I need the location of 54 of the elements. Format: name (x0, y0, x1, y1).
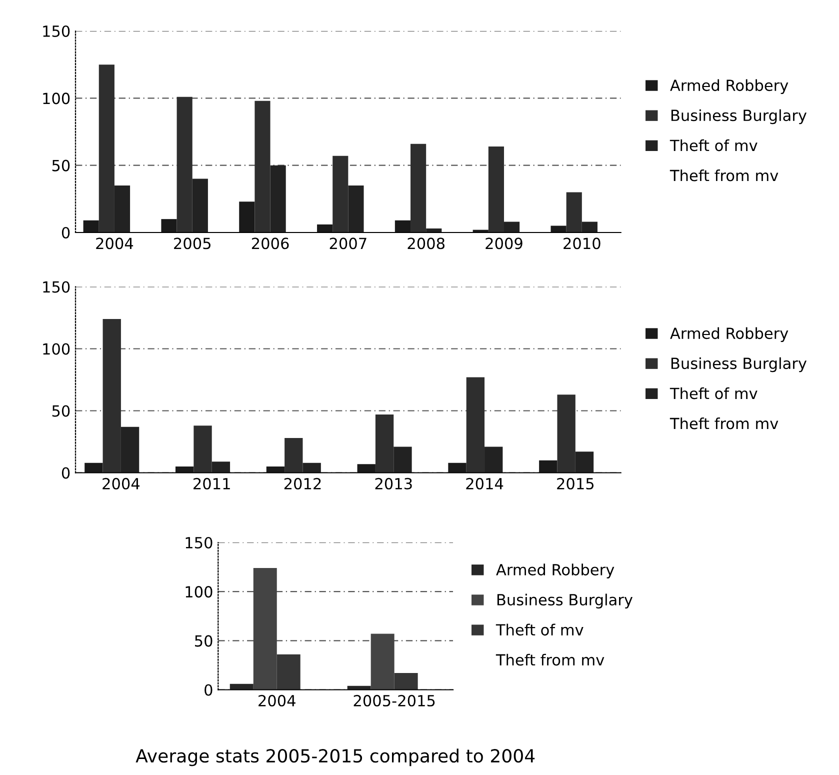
text: Theft from mv (670, 417, 778, 430)
x-tick-label: 2011 (194, 478, 230, 490)
legend-label: Business Burglary (497, 594, 633, 608)
y-tick-label: 150 (43, 25, 70, 38)
y-tick-label: 150 (43, 281, 70, 293)
text: Average stats 2005-2015 compared to 2004 (136, 748, 535, 766)
y-tick-label: 50 (195, 635, 212, 647)
x-tick-label: 2015 (557, 478, 594, 490)
x-tick-label: 2013 (375, 478, 412, 490)
x-tick-label: 2014 (466, 478, 504, 490)
bar (370, 634, 394, 690)
bar (253, 568, 277, 690)
legend-label: Theft of mv (670, 387, 758, 400)
legend-label: Armed Robbery (670, 327, 788, 342)
bar (84, 462, 103, 473)
text: Theft from mv (496, 654, 604, 666)
legend-label: Business Burglary (671, 109, 807, 124)
y-tick-label: 0 (62, 467, 70, 479)
bar (539, 460, 558, 473)
y-tick-label: 50 (52, 160, 70, 172)
x-tick-label: 2010 (564, 238, 600, 250)
x-tick-label: 2004 (102, 478, 140, 490)
y-tick-label: 100 (43, 343, 70, 355)
x-tick-label: 2007 (330, 238, 366, 250)
text: Theft from mv (670, 169, 778, 182)
bar (394, 220, 411, 232)
bar (317, 224, 333, 232)
bar (394, 673, 418, 690)
bar (161, 219, 177, 232)
y-tick-label: 150 (186, 536, 212, 549)
y-tick-label: 50 (52, 405, 70, 417)
legend-label: Theft of mv (670, 139, 758, 152)
bar (550, 226, 566, 232)
x-tick-label: 2009 (486, 238, 522, 250)
x-tick-label: 2004 (258, 694, 296, 706)
y-tick-label: 0 (204, 684, 212, 696)
bar (83, 220, 99, 232)
bar (448, 462, 466, 473)
x-tick-label: 2008 (408, 238, 444, 250)
x-tick-label: 2006 (252, 238, 289, 250)
x-tick-label: 2005-2015 (354, 694, 435, 706)
legend-label: Armed Robbery (496, 564, 614, 578)
bar (357, 464, 376, 473)
y-tick-label: 0 (62, 226, 70, 239)
legend-label: Armed Robbery (670, 79, 788, 94)
y-tick-label: 100 (186, 586, 212, 598)
x-tick-label: 2012 (284, 478, 321, 490)
bar (276, 654, 300, 690)
bar (239, 202, 255, 232)
y-tick-label: 100 (43, 92, 70, 104)
x-tick-label: 2004 (96, 238, 134, 250)
legend-label: Theft of mv (496, 624, 584, 636)
legend-label: Business Burglary (671, 357, 807, 372)
x-tick-label: 2005 (174, 238, 210, 250)
